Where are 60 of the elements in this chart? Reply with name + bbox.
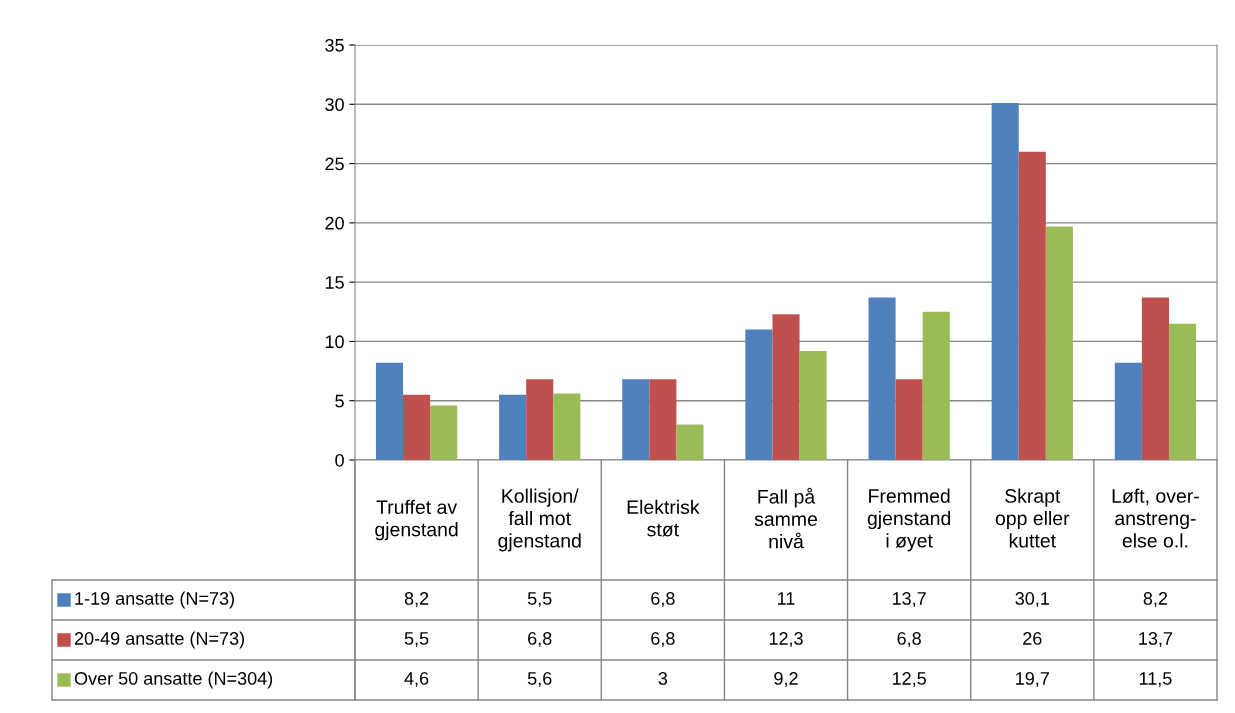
bar [895,379,923,460]
data-label: 13,7 [892,592,926,607]
bar [649,379,677,460]
data-label: 4,6 [404,672,429,687]
bar [745,329,773,460]
y-tick-label: 20 [325,216,344,230]
data-label: 6,8 [897,632,921,647]
x-tick-label: Fall på samme nivå [754,487,818,549]
x-tick-label: Kollisjon/ fall mot gjenstand [498,488,581,552]
data-label: 6,8 [528,632,552,647]
data-label: 3 [658,672,668,685]
bar [622,379,650,460]
y-tick-label: 30 [325,98,344,112]
data-label: 19,7 [1016,672,1049,687]
bar [375,362,404,460]
legend-label: Over 50 ansatte (N=304) [74,671,273,689]
bar [991,103,1019,460]
data-label: 12,5 [892,672,926,687]
data-label: 11,5 [1139,672,1172,687]
bar [526,379,554,460]
x-tick-label: Truffet av gjenstand [375,499,458,541]
bar [922,311,950,460]
x-tick-label: Skrapt opp eller kuttet [995,488,1070,548]
data-label: 8,2 [1143,592,1168,607]
bar [1141,297,1169,460]
legend-label: 1-19 ansatte (N=73) [75,591,234,609]
bar [1018,151,1046,460]
bar [676,424,704,460]
y-tick-label: 0 [335,453,344,467]
bar [430,405,458,460]
data-label: 5,6 [527,672,552,687]
data-label: 12,3 [769,632,803,647]
y-tick-label: 35 [325,38,344,52]
data-label: 30,1 [1015,592,1049,607]
y-tick-label: 25 [325,157,344,171]
data-label: 5,5 [527,592,552,607]
data-label: 13,7 [1139,632,1173,647]
x-tick-label: Løft, over- anstreng- else o.l. [1112,488,1199,548]
y-tick-label: 10 [325,335,344,349]
bar [1045,226,1073,460]
y-tick-label: 5 [335,394,344,408]
bar [1168,323,1197,460]
y-tick-label: 15 [325,276,344,289]
data-label: 26 [1023,632,1042,645]
bar [1114,362,1142,460]
data-label: 11 [778,592,795,605]
x-tick-label: Fremmed gjenstand i øyet [867,488,951,552]
data-label: 9,2 [774,672,798,687]
data-label: 6,8 [651,632,675,647]
bar [799,350,827,460]
bar [499,394,527,460]
bar [868,297,896,460]
bar [403,394,431,460]
legend-label: 20-49 ansatte (N=73) [74,631,245,649]
bar [772,314,800,460]
bar [553,393,581,460]
data-label: 8,2 [404,592,429,607]
data-label: 6,8 [651,592,675,607]
data-label: 5,5 [404,632,429,647]
x-tick-label: Elektrisk støt [627,499,700,537]
